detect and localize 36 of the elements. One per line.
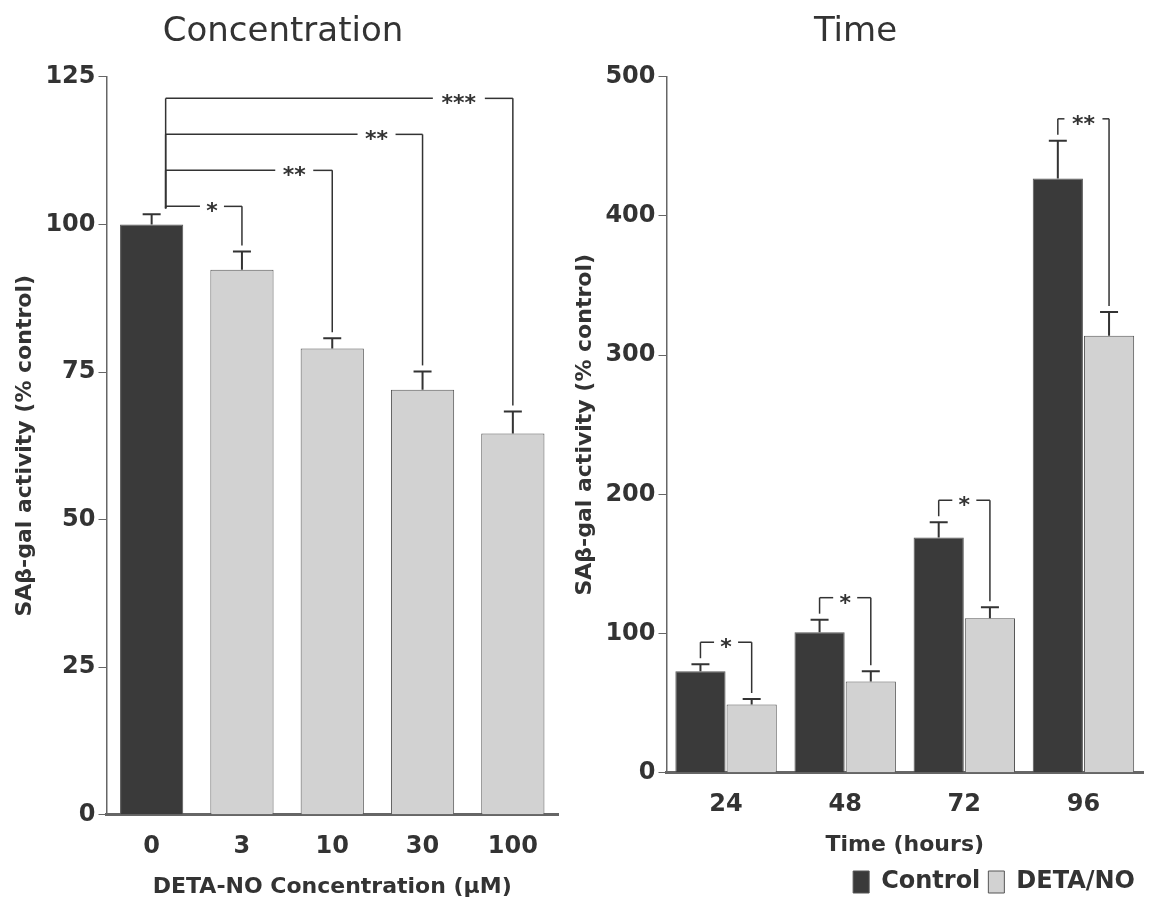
annotation: ** bbox=[365, 126, 389, 152]
y-tick-label: 25 bbox=[62, 651, 96, 680]
annotation: * bbox=[720, 634, 733, 660]
y-tick-label: 50 bbox=[62, 503, 96, 532]
annotation: ** bbox=[1071, 110, 1096, 136]
legend-label: Control bbox=[881, 866, 981, 895]
x-axis-title: Time (hours) bbox=[825, 830, 985, 856]
y-tick-label: 400 bbox=[605, 200, 656, 229]
annotation: * bbox=[958, 492, 971, 518]
x-tick-label: 0 bbox=[143, 831, 160, 860]
x-tick-label: 10 bbox=[315, 831, 349, 860]
y-tick-label: 75 bbox=[62, 356, 96, 385]
y-tick-label: 100 bbox=[45, 208, 96, 237]
y-tick-label: 500 bbox=[605, 61, 656, 90]
chart-title: Time bbox=[812, 9, 898, 50]
x-tick-label: 3 bbox=[233, 831, 251, 860]
y-tick-label: 125 bbox=[45, 61, 96, 90]
x-tick-label: 24 bbox=[709, 789, 743, 818]
legend-label: DETA/NO bbox=[1016, 866, 1135, 895]
y-tick-label: 0 bbox=[638, 757, 656, 786]
annotation: ** bbox=[282, 162, 307, 188]
x-tick-label: 48 bbox=[828, 789, 862, 818]
y-tick-label: 200 bbox=[605, 478, 656, 507]
y-tick-label: 300 bbox=[605, 339, 656, 368]
y-axis-title: SAβ-gal activity (% control) bbox=[10, 275, 36, 617]
x-tick-label: 100 bbox=[487, 831, 538, 860]
y-tick-label: 100 bbox=[605, 617, 656, 646]
y-axis-title: SAβ-gal activity (% control) bbox=[570, 254, 596, 596]
annotation: *** bbox=[441, 90, 477, 116]
x-axis-title: DETA-NO Concentration (μM) bbox=[152, 872, 512, 898]
x-tick-label: 72 bbox=[947, 789, 982, 818]
x-tick-label: 30 bbox=[405, 831, 440, 860]
chart-title: Concentration bbox=[162, 9, 404, 50]
annotation: * bbox=[206, 198, 219, 224]
x-tick-label: 96 bbox=[1066, 789, 1101, 818]
annotation: * bbox=[839, 589, 852, 615]
